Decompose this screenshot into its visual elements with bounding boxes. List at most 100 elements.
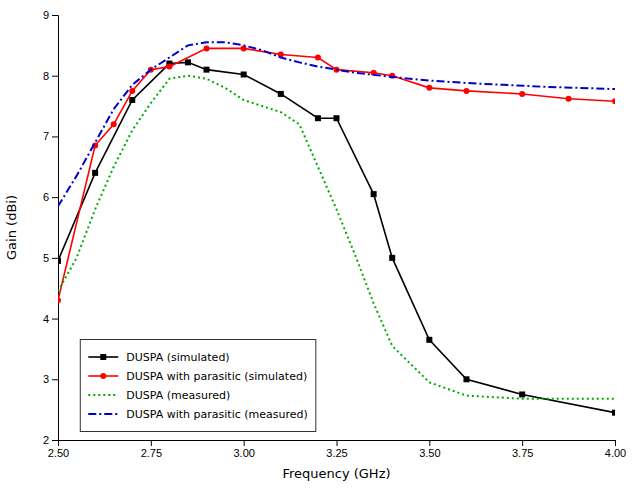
marker: [612, 410, 615, 416]
tick-mark: [522, 440, 523, 446]
marker: [566, 96, 572, 102]
tick: 4: [43, 313, 58, 325]
tick-label: 2.50: [48, 447, 69, 459]
tick-mark: [52, 440, 58, 441]
tick-label: 2: [43, 434, 49, 446]
marker: [463, 376, 469, 382]
tick-label: 3.75: [512, 447, 533, 459]
marker: [463, 88, 469, 94]
marker: [204, 67, 210, 73]
tick-label: 5: [43, 252, 49, 264]
tick-mark: [429, 440, 430, 446]
line: [58, 76, 615, 399]
series: [58, 59, 615, 415]
tick-label: 7: [43, 130, 49, 142]
legend-item: DUSPA (simulated): [88, 351, 229, 364]
y-axis: 2 3 4 5 6 7 8 9: [43, 9, 59, 446]
tick-label: 4: [43, 313, 49, 325]
series: [58, 42, 615, 206]
tick-mark: [52, 379, 58, 380]
legend-swatch: [88, 413, 118, 415]
x-axis-title: Frequency (GHz): [282, 466, 390, 481]
tick-label: 6: [43, 191, 49, 203]
marker: [519, 391, 525, 397]
tick: 3.25: [326, 440, 347, 459]
legend-marker: [100, 373, 106, 379]
legend-swatch: [88, 394, 118, 396]
plot: 2.50 2.75 3.00 3.25 3.50 3.75 4.00 2 3 4 5 6 7 8 9 DUSP…: [43, 9, 626, 459]
legend-item: DUSPA with parasitic (measured): [88, 408, 308, 421]
tick-label: 4.00: [605, 447, 626, 459]
marker: [371, 191, 377, 197]
marker: [58, 297, 61, 303]
marker: [389, 255, 395, 261]
marker: [334, 115, 340, 121]
tick: 2: [43, 434, 58, 446]
x-axis: 2.50 2.75 3.00 3.25 3.50 3.75 4.00: [48, 440, 626, 459]
tick: 3: [43, 373, 58, 385]
series: [58, 76, 615, 399]
axis-line: [59, 441, 616, 447]
marker: [129, 88, 135, 94]
axis-line: [52, 16, 59, 441]
tick: 3.00: [233, 440, 254, 459]
chart: 2.50 2.75 3.00 3.25 3.50 3.75 4.00 2 3 4 5 6 7 8 9 DUSP…: [0, 0, 633, 488]
tick: 4.00: [605, 440, 626, 459]
legend-marker: [100, 354, 106, 360]
legend: DUSPA (simulated) DUSPA with parasitic (s…: [80, 340, 316, 432]
tick-mark: [244, 440, 245, 446]
line: [58, 48, 615, 300]
marker: [426, 337, 432, 343]
tick-label: 8: [43, 70, 49, 82]
marker: [519, 91, 525, 97]
tick-mark: [337, 440, 338, 446]
marker: [315, 55, 321, 61]
tick-label: 3: [43, 373, 49, 385]
tick-label: 9: [43, 9, 49, 21]
marker: [129, 97, 135, 103]
tick-label: 3.25: [326, 447, 347, 459]
legend-label: DUSPA with parasitic (simulated): [126, 370, 307, 383]
line: [58, 62, 615, 412]
marker: [315, 115, 321, 121]
marker: [241, 72, 247, 78]
series-group: [58, 42, 615, 415]
tick-mark: [615, 440, 616, 446]
marker: [278, 91, 284, 97]
tick-mark: [52, 258, 58, 259]
tick: 2.50: [48, 440, 69, 459]
marker: [204, 45, 210, 51]
tick-label: 2.75: [141, 447, 162, 459]
legend-item: DUSPA with parasitic (simulated): [88, 370, 307, 383]
tick-mark: [52, 15, 58, 16]
marker: [58, 258, 61, 264]
y-axis-title: Gain (dBi): [4, 195, 19, 260]
marker: [111, 121, 117, 127]
line: [58, 42, 615, 206]
marker: [426, 85, 432, 91]
tick: 5: [43, 252, 58, 264]
tick-mark: [52, 76, 58, 77]
tick: 3.50: [419, 440, 440, 459]
tick: 3.75: [512, 440, 533, 459]
legend-label: DUSPA (measured): [126, 389, 230, 402]
tick: 7: [43, 130, 58, 142]
marker: [612, 98, 615, 104]
tick: 6: [43, 191, 58, 203]
series: [58, 45, 615, 303]
marker: [92, 170, 98, 176]
legend-label: DUSPA with parasitic (measured): [126, 408, 308, 421]
tick-mark: [52, 197, 58, 198]
tick: 2.75: [141, 440, 162, 459]
tick-label: 3.00: [233, 447, 254, 459]
legend-item: DUSPA (measured): [88, 389, 230, 402]
marker: [166, 64, 172, 70]
tick: 9: [43, 9, 58, 21]
tick-mark: [52, 136, 58, 137]
tick-mark: [52, 319, 58, 320]
tick-mark: [151, 440, 152, 446]
marker: [185, 59, 191, 65]
legend-box: [80, 340, 316, 432]
tick: 8: [43, 70, 58, 82]
tick-label: 3.50: [419, 447, 440, 459]
